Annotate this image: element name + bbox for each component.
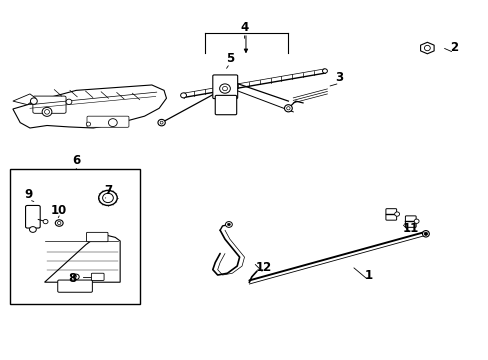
Text: 7: 7 [103,184,112,197]
FancyBboxPatch shape [25,206,40,228]
Text: 8: 8 [69,272,77,285]
Ellipse shape [108,119,117,127]
FancyBboxPatch shape [86,232,108,242]
Ellipse shape [158,120,165,126]
Ellipse shape [42,107,52,116]
Ellipse shape [222,86,227,91]
Text: 2: 2 [449,41,457,54]
Ellipse shape [422,230,428,237]
Text: 12: 12 [255,261,272,274]
Text: 10: 10 [51,204,67,217]
Ellipse shape [99,190,117,206]
Ellipse shape [394,212,399,216]
Ellipse shape [73,274,79,279]
FancyBboxPatch shape [215,95,236,115]
Text: 3: 3 [335,71,343,84]
FancyBboxPatch shape [33,96,66,113]
Ellipse shape [43,220,48,224]
Polygon shape [13,85,166,128]
FancyBboxPatch shape [91,273,104,280]
Ellipse shape [225,222,232,227]
Ellipse shape [413,219,418,224]
Text: 4: 4 [240,21,248,34]
Ellipse shape [44,109,49,114]
Ellipse shape [423,232,427,235]
Ellipse shape [86,122,90,126]
Text: 9: 9 [25,188,33,201]
Ellipse shape [284,105,292,112]
Ellipse shape [55,220,63,226]
Ellipse shape [30,98,37,104]
Ellipse shape [58,221,61,225]
Text: 11: 11 [402,222,419,235]
Text: 1: 1 [364,269,372,282]
Ellipse shape [102,193,113,203]
Ellipse shape [160,121,163,124]
Text: 5: 5 [225,51,234,64]
Ellipse shape [424,45,429,51]
Polygon shape [44,235,120,282]
Ellipse shape [29,226,36,232]
Text: 6: 6 [72,154,80,167]
Ellipse shape [286,107,289,110]
Polygon shape [420,42,433,54]
FancyBboxPatch shape [385,209,396,220]
Ellipse shape [322,69,327,73]
Polygon shape [13,94,36,105]
FancyBboxPatch shape [87,116,129,127]
Ellipse shape [219,84,230,93]
Bar [10,169,140,304]
FancyBboxPatch shape [405,216,415,227]
FancyBboxPatch shape [58,280,92,292]
Ellipse shape [66,99,72,104]
Ellipse shape [227,223,230,226]
FancyBboxPatch shape [212,75,237,99]
Ellipse shape [180,93,186,98]
